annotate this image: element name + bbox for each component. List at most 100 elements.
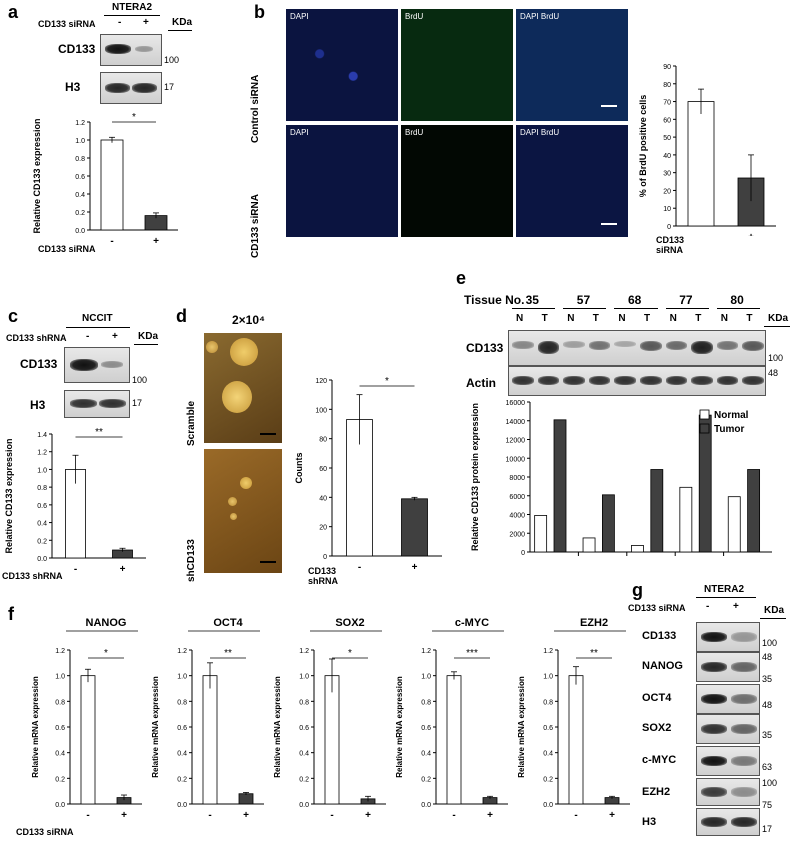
legend-swatch [699, 423, 710, 434]
x-category-label: - [74, 564, 77, 575]
chart-f-cmyc: 0.0 0.2 0.4 0.6 0.8 1.0 1.2 - + *** Relative mRNA … [395, 617, 508, 821]
y-tick-label: 0.4 [299, 751, 309, 758]
kda-underline [168, 30, 192, 31]
kda-100: 100 [164, 55, 180, 65]
y-axis-label: Relative mRNA expression [517, 676, 526, 778]
treatment-label: CD133 siRNA [38, 19, 96, 29]
x-category-label: - [452, 810, 455, 821]
blot-band [701, 662, 727, 672]
bar [687, 101, 715, 227]
x-category-label: - [330, 810, 333, 821]
y-tick-label: 70 [663, 100, 671, 107]
chart-f-ezh2: 0.0 0.2 0.4 0.6 0.8 1.0 1.2 - + ** Relative mRNA e… [517, 617, 630, 821]
x-category-label: + [121, 810, 127, 821]
bar [602, 494, 615, 553]
chart-c: 0.0 0.2 0.4 0.6 0.8 1.0 1.2 1.4 - + ** Relative CD1… [4, 427, 146, 575]
y-tick-label: 0 [667, 224, 671, 231]
lane-label: T [541, 313, 548, 324]
y-tick-label: 20 [319, 525, 327, 532]
tissue-no-label: Tissue No. [464, 293, 525, 307]
y-tick-label: 1.2 [421, 648, 431, 655]
lane-plus: + [112, 331, 118, 342]
significance-stars: ** [590, 648, 598, 659]
blot-band [665, 376, 688, 385]
y-tick-label: 0.8 [543, 699, 553, 706]
western-blot-nanog [696, 652, 760, 682]
blot-band [512, 341, 534, 349]
tissue-number: 77 [679, 293, 693, 307]
kda-marker: 35 [762, 730, 773, 740]
lane-label: N [618, 313, 626, 324]
scale-bar [260, 561, 276, 563]
y-tick-label: 0.2 [37, 538, 47, 545]
x-category-label: - [86, 810, 89, 821]
blot-band [731, 662, 757, 672]
bar [650, 469, 664, 553]
y-tick-label: 0.0 [55, 802, 65, 809]
western-blot-cd133 [696, 622, 760, 652]
y-tick-label: 1.0 [299, 674, 309, 681]
y-tick-label: 20 [663, 188, 671, 195]
y-tick-label: 40 [319, 495, 327, 502]
y-tick-label: 1.0 [75, 138, 85, 145]
lane-plus: + [733, 601, 739, 612]
chart-title: NANOG [86, 617, 127, 629]
blot-band [731, 694, 757, 704]
significance-stars: * [132, 112, 136, 123]
legend-swatch [699, 409, 710, 420]
blot-band [701, 724, 727, 734]
kda-marker: 100 [762, 638, 778, 648]
western-blot-cd133 [508, 330, 766, 366]
x-category-label: + [365, 810, 371, 821]
y-tick-label: 0.6 [299, 725, 309, 732]
bar [202, 675, 218, 805]
y-tick-label: 0.0 [421, 802, 431, 809]
y-tick-label: 0.2 [75, 210, 85, 217]
blot-label-h3: H3 [65, 80, 81, 94]
y-axis-label: % of BrdU positive cells [638, 95, 648, 198]
kda-underline [764, 326, 790, 327]
tissue-number: 57 [576, 293, 591, 307]
bar [698, 414, 712, 553]
y-tick-label: 0.2 [543, 776, 553, 783]
y-tick-label: 0.2 [55, 776, 65, 783]
x-category-label: + [609, 810, 615, 821]
kda-label: KDa [172, 17, 193, 28]
chart-title: c-MYC [455, 617, 489, 629]
western-blot-cd133 [100, 34, 162, 66]
y-tick-label: 0.4 [55, 751, 65, 758]
chart-f-oct4: 0.0 0.2 0.4 0.6 0.8 1.0 1.2 - + ** Relative mRNA e… [151, 617, 264, 821]
significance-stars: * [104, 648, 108, 659]
bar [631, 545, 644, 553]
blot-label-ezh2: EZH2 [642, 786, 671, 798]
kda-label: KDa [764, 605, 785, 616]
bar [582, 537, 596, 553]
y-tick-label: 6000 [509, 494, 525, 501]
panel-letter-a: a [8, 2, 19, 22]
blot-band [731, 724, 757, 734]
significance-stars: * [348, 648, 352, 659]
bar [324, 675, 340, 805]
bar [727, 496, 741, 553]
chart-title: SOX2 [335, 617, 364, 629]
y-axis-label: Relative CD133 expression [4, 438, 14, 553]
micrograph-knockdown-brdu: BrdU [401, 125, 513, 237]
y-tick-label: 12000 [506, 438, 526, 445]
tissue-number: 68 [628, 293, 642, 307]
micrograph-control-dapi: DAPI [286, 9, 398, 121]
blot-band [731, 632, 757, 642]
y-tick-label: 0.6 [421, 725, 431, 732]
blot-band [640, 341, 662, 352]
y-tick-label: 0.6 [75, 174, 85, 181]
legend-label: Normal [714, 410, 749, 421]
x-category-label: + [153, 236, 159, 247]
tissue-underline [716, 308, 760, 309]
blot-band [701, 694, 727, 704]
blot-band [640, 376, 662, 385]
chart-a: 0.0 0.2 0.4 0.6 0.8 1.0 1.2 - + * Relative CD133 e… [32, 112, 178, 247]
bar [568, 675, 584, 805]
y-tick-label: 60 [663, 117, 671, 124]
blot-band [742, 341, 764, 352]
y-tick-label: 0.8 [421, 699, 431, 706]
blot-band [701, 632, 727, 642]
